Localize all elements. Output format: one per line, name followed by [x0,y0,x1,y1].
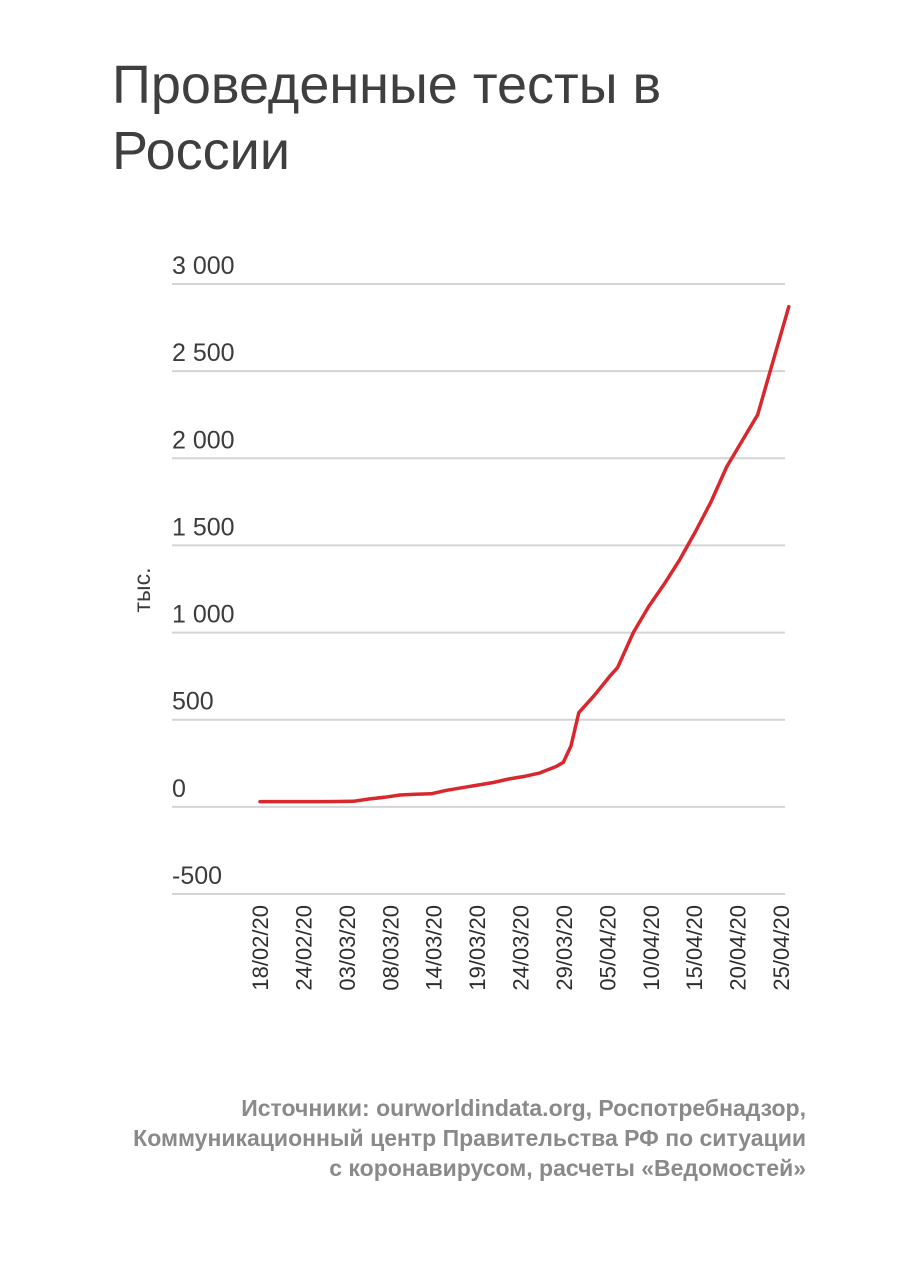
x-tick-label: 03/03/20 [335,905,360,991]
y-tick-label: 1 500 [172,513,235,541]
x-tick-label: 15/04/20 [682,905,707,991]
x-tick-label: 05/04/20 [595,905,620,991]
x-tick-label: 25/04/20 [769,905,794,991]
x-tick-label: 18/02/20 [248,905,273,991]
y-tick-label: 2 000 [172,426,235,454]
x-axis-tick-labels: 18/02/20 24/02/20 03/03/20 08/03/20 14/03/20… [248,905,794,991]
y-tick-label: 3 000 [172,252,235,280]
x-tick-label: 14/03/20 [422,905,447,991]
gridlines [172,283,785,895]
series-line [258,304,791,804]
x-tick-label: 19/03/20 [465,905,490,991]
y-axis-label: тыс. [129,568,155,613]
y-tick-label: 2 500 [172,339,235,367]
x-tick-label: 10/04/20 [639,905,664,991]
x-tick-label: 29/03/20 [552,905,577,991]
y-axis-tick-labels: 3 000 2 500 2 000 1 500 1 000 500 0 -500 [172,252,235,890]
x-tick-label: 24/02/20 [291,905,316,991]
y-tick-label: 0 [172,775,186,803]
chart-title: Проведенные тесты в России [112,55,662,181]
source-note: Источники: ourworldindata.org, Роспотреб… [133,1095,806,1181]
series-group [258,304,791,804]
y-tick-label: 1 000 [172,601,235,629]
x-tick-label: 24/03/20 [509,905,534,991]
y-tick-label: -500 [172,862,222,890]
line-chart: 3 000 2 500 2 000 1 500 1 000 500 0 -500 тыс. 1… [129,252,794,991]
x-tick-label: 08/03/20 [378,905,403,991]
x-tick-label: 20/04/20 [726,905,751,991]
y-tick-label: 500 [172,688,214,716]
